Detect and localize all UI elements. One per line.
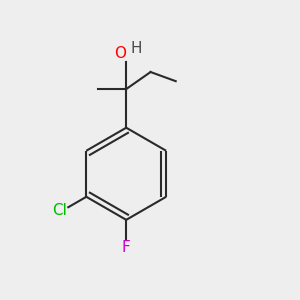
Text: Cl: Cl [52, 203, 67, 218]
Text: O: O [114, 46, 126, 62]
Text: H: H [130, 41, 142, 56]
Text: F: F [122, 240, 130, 255]
